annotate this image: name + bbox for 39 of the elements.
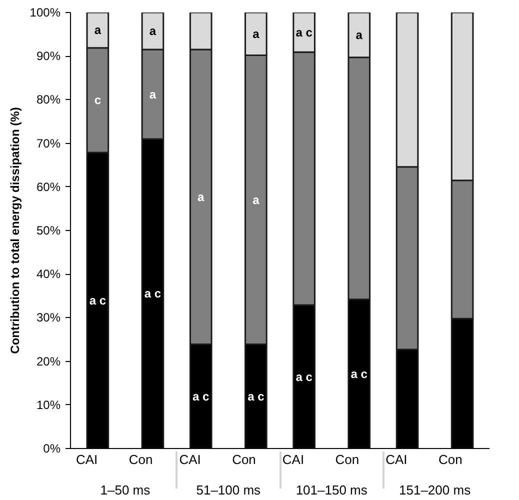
y-tick-label: 20% (36, 354, 61, 368)
data-label: a (149, 24, 156, 38)
x-tick-label: Con (232, 452, 256, 467)
y-tick-label: 40% (36, 267, 61, 282)
data-label: a c (248, 389, 265, 404)
x-tick-label: CAI (386, 452, 408, 467)
x-tick-label: Con (335, 452, 360, 467)
y-tick-label: 100% (30, 6, 61, 20)
x-tick-label: CAI (179, 452, 201, 467)
data-label: a (198, 190, 205, 204)
x-tick-label: Con (438, 452, 462, 467)
y-tick-label: 0% (43, 442, 61, 456)
data-label: a c (296, 370, 313, 384)
text: 1–50 ms (100, 482, 151, 498)
data-label: c (94, 93, 102, 108)
x-tick-label: CAI (76, 452, 98, 467)
data-label: a (94, 23, 102, 38)
x-tick-label: CAI (282, 452, 304, 467)
text: 101–150 ms (296, 482, 368, 498)
text: 151–200 ms (399, 482, 472, 498)
y-tick-label: 90% (36, 49, 61, 64)
data-label: a (149, 87, 156, 102)
data-label: a c (144, 286, 162, 301)
data-label: a (356, 28, 363, 42)
y-tick-label: 50% (36, 224, 61, 238)
data-label: a (252, 26, 260, 41)
data-label: a c (296, 25, 313, 40)
x-tick-label: Con (128, 452, 153, 467)
y-tick-label: 80% (36, 92, 61, 107)
data-label: a c (192, 389, 210, 404)
y-tick-label: 70% (36, 136, 61, 150)
data-label: a c (350, 366, 368, 381)
y-tick-label: 10% (36, 398, 61, 412)
y-axis-title: Contribution to total energy dissipation (%) (8, 107, 22, 354)
y-tick-label: 30% (36, 310, 61, 325)
y-tick-label: 60% (36, 180, 61, 194)
data-label: a c (89, 293, 106, 308)
text: 51–100 ms (196, 482, 262, 498)
data-label: a (252, 192, 260, 207)
